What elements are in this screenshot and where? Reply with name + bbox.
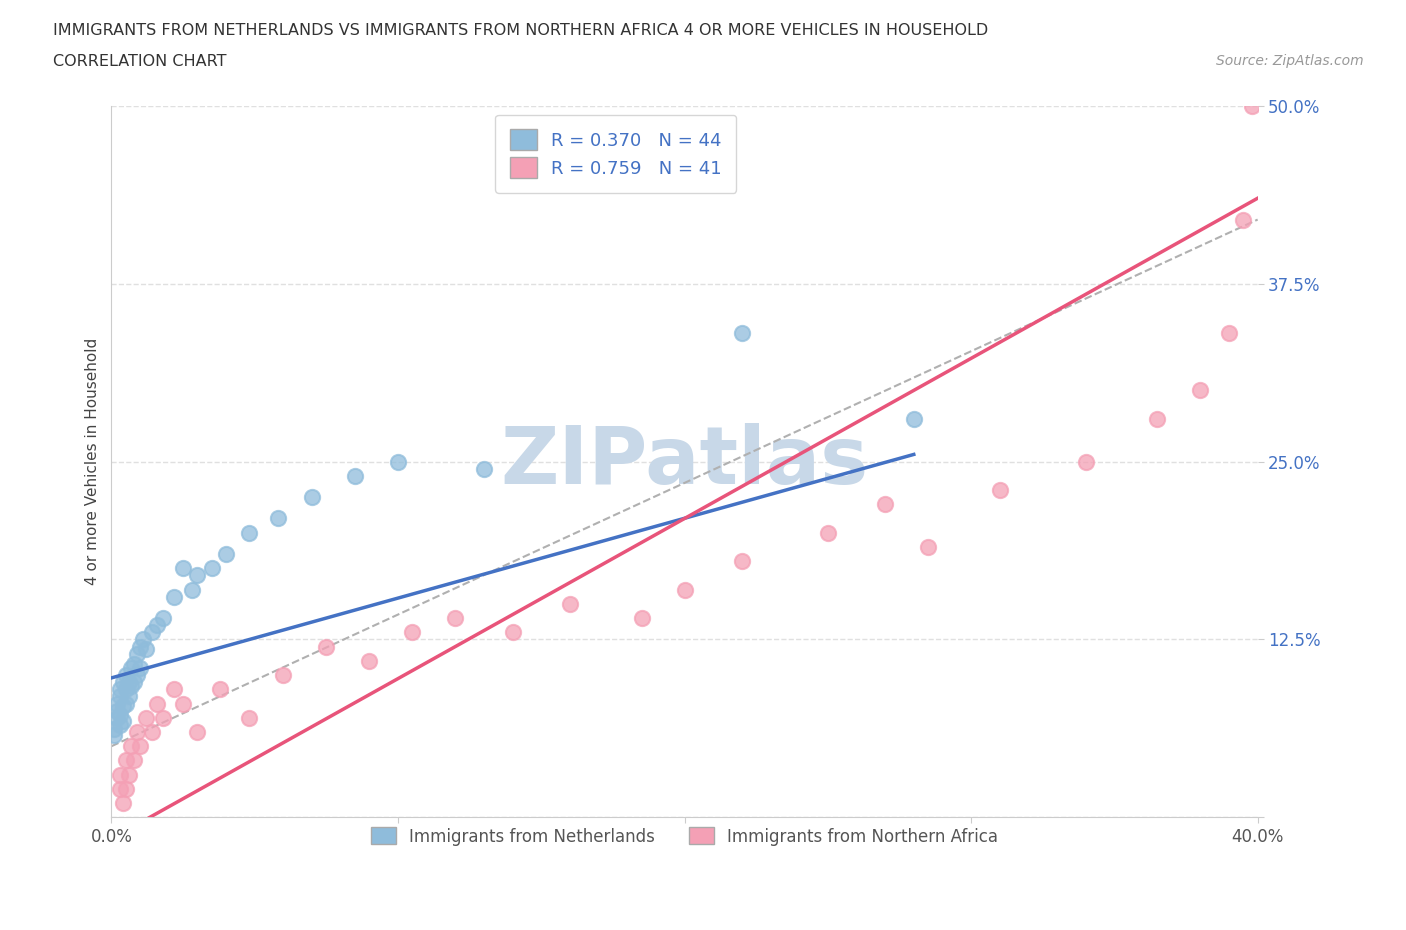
- Point: [201, 561, 224, 576]
- Point: [472, 461, 495, 476]
- Point: [209, 682, 232, 697]
- Point: [108, 717, 131, 732]
- Point: [103, 722, 125, 737]
- Point: [301, 490, 323, 505]
- Point: [875, 497, 897, 512]
- Point: [108, 682, 131, 697]
- Point: [121, 738, 143, 753]
- Point: [108, 689, 131, 704]
- Point: [163, 590, 186, 604]
- Point: [1218, 326, 1240, 341]
- Point: [401, 625, 423, 640]
- Point: [988, 483, 1011, 498]
- Point: [186, 724, 208, 739]
- Point: [108, 708, 131, 723]
- Point: [146, 618, 169, 632]
- Point: [132, 632, 155, 647]
- Point: [502, 625, 524, 640]
- Point: [673, 582, 696, 597]
- Point: [114, 668, 136, 683]
- Point: [127, 724, 149, 739]
- Point: [124, 657, 146, 671]
- Point: [111, 675, 134, 690]
- Point: [114, 682, 136, 697]
- Point: [129, 738, 152, 753]
- Point: [111, 796, 134, 811]
- Point: [127, 668, 149, 683]
- Point: [129, 639, 152, 654]
- Point: [114, 781, 136, 796]
- Point: [105, 703, 128, 718]
- Point: [117, 767, 139, 782]
- Point: [114, 753, 136, 768]
- Point: [103, 839, 125, 854]
- Point: [127, 646, 149, 661]
- Point: [117, 675, 139, 690]
- Point: [111, 699, 134, 714]
- Point: [135, 711, 157, 725]
- Point: [172, 696, 194, 711]
- Y-axis label: 4 or more Vehicles in Household: 4 or more Vehicles in Household: [86, 338, 100, 585]
- Point: [105, 696, 128, 711]
- Point: [238, 711, 260, 725]
- Text: CORRELATION CHART: CORRELATION CHART: [53, 54, 226, 69]
- Point: [273, 668, 295, 683]
- Point: [141, 625, 163, 640]
- Point: [152, 611, 174, 626]
- Point: [630, 611, 652, 626]
- Point: [387, 454, 409, 469]
- Point: [731, 326, 754, 341]
- Point: [105, 824, 128, 839]
- Point: [238, 525, 260, 540]
- Point: [121, 660, 143, 675]
- Point: [215, 547, 238, 562]
- Point: [1189, 383, 1212, 398]
- Point: [903, 411, 925, 426]
- Point: [108, 767, 131, 782]
- Point: [917, 539, 939, 554]
- Point: [817, 525, 839, 540]
- Point: [108, 781, 131, 796]
- Point: [266, 512, 288, 526]
- Point: [135, 642, 157, 657]
- Point: [114, 696, 136, 711]
- Point: [1232, 212, 1254, 227]
- Point: [186, 568, 208, 583]
- Point: [359, 654, 381, 669]
- Point: [103, 727, 125, 742]
- Point: [111, 713, 134, 728]
- Point: [558, 596, 581, 611]
- Point: [172, 561, 194, 576]
- Point: [105, 711, 128, 725]
- Point: [124, 675, 146, 690]
- Point: [117, 689, 139, 704]
- Point: [731, 553, 754, 568]
- Point: [315, 639, 337, 654]
- Point: [129, 660, 152, 675]
- Point: [1074, 454, 1097, 469]
- Point: [163, 682, 186, 697]
- Point: [152, 711, 174, 725]
- Text: IMMIGRANTS FROM NETHERLANDS VS IMMIGRANTS FROM NORTHERN AFRICA 4 OR MORE VEHICLE: IMMIGRANTS FROM NETHERLANDS VS IMMIGRANT…: [53, 23, 988, 38]
- Point: [180, 582, 202, 597]
- Point: [444, 611, 467, 626]
- Point: [124, 753, 146, 768]
- Point: [1146, 411, 1168, 426]
- Text: Source: ZipAtlas.com: Source: ZipAtlas.com: [1216, 54, 1364, 68]
- Point: [146, 696, 169, 711]
- Point: [1240, 99, 1263, 113]
- Legend: Immigrants from Netherlands, Immigrants from Northern Africa: Immigrants from Netherlands, Immigrants …: [357, 814, 1011, 859]
- Point: [141, 724, 163, 739]
- Point: [121, 679, 143, 694]
- Point: [343, 469, 366, 484]
- Text: ZIPatlas: ZIPatlas: [501, 422, 869, 500]
